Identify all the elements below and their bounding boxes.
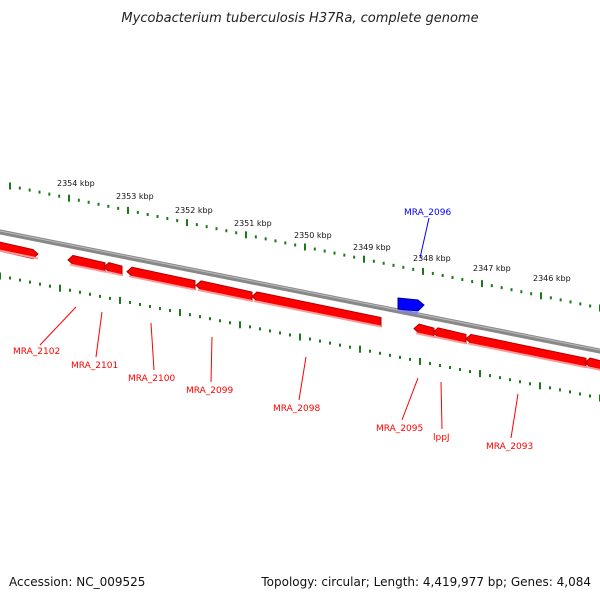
gene-mra-2096 (397, 297, 425, 312)
gene-mra-2095-shade (415, 332, 435, 339)
genome-backbone-highlight (0, 230, 600, 351)
kbp-labels: 2354 kbp 2353 kbp 2352 kbp 2351 kbp 2350 kbp… (57, 179, 571, 283)
gene-mra-2102-shade (69, 263, 106, 273)
genome-title: Mycobacterium tuberculosis H37Ra, comple… (121, 11, 478, 26)
kbp-label: 2346 kbp (533, 274, 571, 283)
gene-label-lines (39, 217, 519, 439)
gene-mra-2093 (465, 333, 587, 368)
gene-label-mra-2099[interactable]: MRA_2099 (186, 386, 233, 396)
gene-lppj-shade (434, 335, 467, 345)
genome-backbone (0, 229, 600, 354)
gene-mra-2098-shade (253, 299, 382, 328)
gene-label-mra-2093[interactable]: MRA_2093 (486, 442, 533, 452)
leader-line-mra-2098 (298, 356, 307, 401)
kbp-label: 2349 kbp (353, 243, 391, 252)
gene-feature-b-shade (586, 366, 600, 371)
gene-label-mra-2100[interactable]: MRA_2100 (128, 374, 175, 384)
topology-summary: Topology: circular; Length: 4,419,977 bp… (260, 575, 591, 589)
leader-line-mra-2095 (401, 377, 419, 421)
inner-tick-track (0, 272, 600, 402)
gene-mra-2101-shade (105, 270, 123, 277)
leader-line-mra-2102 (39, 306, 77, 346)
outer-tick-track (9, 182, 600, 312)
gene-label-lppj[interactable]: lppJ (433, 433, 450, 443)
kbp-label: 2350 kbp (294, 231, 332, 240)
gene-features (0, 241, 600, 371)
gene-mra-2102 (67, 254, 106, 273)
leader-line-mra-2096 (419, 217, 430, 259)
leader-line-mra-2099 (210, 336, 213, 383)
kbp-label: 2351 kbp (234, 219, 272, 228)
gene-label-mra-2098[interactable]: MRA_2098 (273, 404, 320, 414)
leader-line-lppj (440, 381, 443, 430)
gene-mra-2099-shade (197, 288, 253, 302)
gene-label-mra-2102[interactable]: MRA_2102 (13, 347, 60, 357)
leader-line-mra-2100 (150, 322, 155, 371)
accession-text: Accession: NC_009525 (9, 575, 145, 589)
kbp-label: 2352 kbp (175, 206, 213, 215)
kbp-label: 2354 kbp (57, 179, 95, 188)
leader-line-mra-2093 (510, 393, 519, 439)
gene-feature-a-shade (0, 249, 39, 260)
leader-line-mra-2101 (95, 311, 103, 358)
gene-label-mra-2095[interactable]: MRA_2095 (376, 424, 423, 434)
gene-label-mra-2101[interactable]: MRA_2101 (71, 361, 118, 371)
gene-feature-a (0, 241, 39, 260)
kbp-label: 2348 kbp (413, 254, 451, 263)
gene-label-mra-2096[interactable]: MRA_2096 (404, 208, 451, 218)
kbp-label: 2353 kbp (116, 192, 154, 201)
gene-lppj (432, 327, 467, 345)
gene-mra-2093-shade (467, 342, 587, 369)
gene-mra-2096-shade (398, 310, 419, 314)
gene-labels: MRA_2102 MRA_2101 MRA_2100 MRA_2099 MRA_2098… (13, 208, 533, 452)
gene-mra-2100-shade (128, 275, 196, 291)
kbp-label: 2347 kbp (473, 264, 511, 273)
